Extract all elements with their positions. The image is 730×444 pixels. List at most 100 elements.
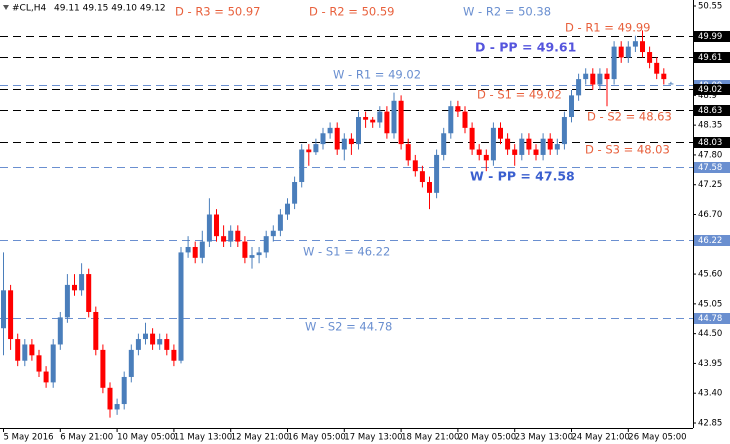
candle-body: [270, 230, 276, 237]
x-tick-label: 23 May 13:00: [515, 433, 573, 443]
x-tick-label: 20 May 05:00: [458, 433, 516, 443]
candle-body: [448, 106, 454, 134]
level-label: D - R3 = 50.97: [175, 5, 261, 19]
x-tick-label: 17 May 13:00: [344, 433, 402, 443]
level-label: W - S1 = 46.22: [303, 245, 390, 259]
x-tick-label: 12 May 21:00: [231, 433, 289, 443]
candle-body: [64, 284, 70, 318]
candle-body: [668, 83, 674, 85]
candle-body: [370, 119, 376, 123]
x-tick-label: 24 May 21:00: [572, 433, 630, 443]
y-tick-label: 42.85: [698, 419, 722, 429]
candle-body: [476, 149, 482, 155]
candle-body: [597, 73, 603, 85]
candle-body: [50, 344, 56, 383]
level-price-label: 44.78: [698, 314, 722, 324]
candle-body: [228, 230, 234, 242]
candle-body: [412, 160, 418, 172]
x-tick-label: 6 May 21:00: [60, 433, 113, 443]
candle-body: [306, 149, 312, 153]
candle-body: [100, 349, 106, 388]
candle-body: [632, 41, 638, 47]
level-label: D - S2 = 48.63: [587, 110, 672, 124]
candle-body: [490, 127, 496, 161]
candle-body: [625, 46, 631, 58]
candle-body: [36, 355, 42, 372]
candle-body: [384, 111, 390, 134]
candle-body: [93, 311, 99, 350]
level-price-box: [694, 313, 730, 324]
candle-body: [391, 100, 397, 134]
candle-body: [8, 290, 14, 340]
candle-body: [114, 404, 120, 410]
y-tick-label: 44.50: [698, 329, 722, 339]
level-label: W - PP = 47.58: [470, 169, 575, 184]
candle-body: [576, 79, 582, 96]
level-price-label: 46.22: [698, 236, 722, 246]
level-label: D - PP = 49.61: [475, 40, 576, 55]
x-tick-label: 18 May 21:00: [401, 433, 459, 443]
candle-body: [661, 73, 667, 80]
level-price-label: 49.02: [698, 85, 722, 95]
candle-body: [292, 182, 298, 204]
candle-body: [654, 62, 660, 74]
candle-body: [363, 117, 369, 120]
candle-body: [604, 73, 610, 80]
candle-body: [221, 236, 227, 242]
candle-body: [405, 144, 411, 161]
candle-body: [512, 149, 518, 155]
candle-body: [434, 154, 440, 193]
candle-body: [427, 182, 432, 193]
candle-body: [356, 117, 361, 145]
candle-body: [57, 317, 63, 345]
candle-body: [22, 344, 28, 361]
candle-body: [150, 333, 156, 345]
level-price-label: 48.03: [698, 138, 722, 148]
candle-body: [277, 214, 283, 231]
candle-body: [143, 333, 148, 340]
candle-body: [640, 41, 645, 53]
y-tick-label: 50.55: [698, 2, 722, 12]
candle-body: [178, 252, 184, 361]
candle-body: [235, 230, 241, 242]
level-label: W - R1 = 49.02: [333, 68, 421, 82]
level-price-label: 49.61: [698, 53, 722, 63]
level-label: D - S3 = 48.03: [585, 143, 670, 157]
level-price-box: [694, 52, 730, 63]
candle-body: [121, 376, 127, 405]
x-tick-label: 5 May 2016: [4, 433, 54, 443]
candle-body: [526, 138, 532, 150]
x-tick-label: 10 May 05:00: [117, 433, 175, 443]
header-icon: [3, 5, 9, 10]
candle-body: [15, 339, 21, 361]
candle-body: [263, 236, 269, 253]
candle-body: [29, 344, 35, 356]
candle-body: [341, 138, 347, 150]
candle-body: [128, 349, 134, 377]
candle-body: [611, 46, 617, 80]
y-tick-label: 47.25: [698, 180, 722, 190]
level-price-label: 48.63: [698, 106, 722, 116]
candle-body: [242, 241, 248, 258]
candle-body: [192, 246, 198, 258]
candle-body: [334, 127, 340, 150]
candle-body: [157, 339, 163, 345]
y-tick-label: 46.70: [698, 210, 722, 220]
candle-body: [583, 73, 589, 80]
ohlc-header: 49.11 49.15 49.10 49.12: [54, 4, 166, 14]
level-price-label: 49.99: [698, 32, 722, 42]
candle-body: [398, 100, 404, 145]
candle-body: [72, 284, 77, 291]
y-tick-label: 48.9: [698, 91, 717, 101]
candle-body: [199, 241, 205, 258]
candle-body: [647, 52, 653, 63]
candle-body: [590, 73, 596, 85]
candle-body: [505, 138, 511, 150]
candle-body: [285, 203, 290, 215]
candle-body: [135, 339, 141, 350]
candle-body: [618, 46, 624, 58]
y-tick-label: 48.35: [698, 121, 722, 131]
candle-body: [107, 387, 113, 410]
candle-body: [498, 127, 503, 139]
candle-body: [441, 133, 447, 155]
